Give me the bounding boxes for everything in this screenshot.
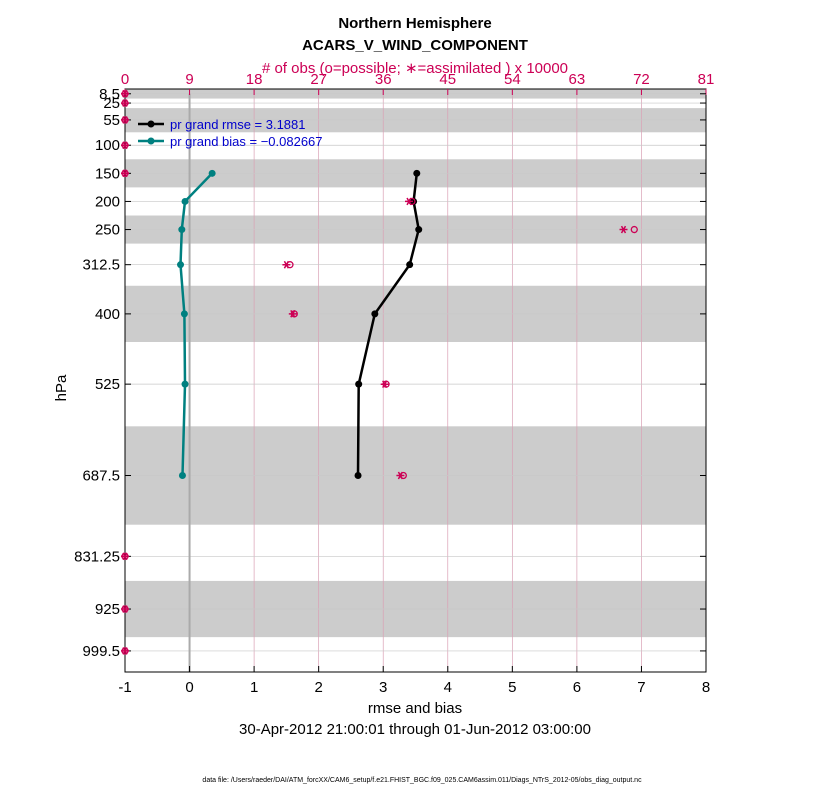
x-tick-label: 3 — [379, 679, 387, 696]
obs-assimilated-marker-0 — [121, 89, 129, 98]
series-1-point-1 — [181, 197, 189, 205]
series-1-point-4 — [180, 310, 188, 318]
date-range: 30-Apr-2012 21:00:01 through 01-Jun-2012… — [239, 721, 591, 738]
series-1-point-0 — [208, 169, 216, 177]
footnote: data file: /Users/raeder/DAI/ATM_forcXX/… — [202, 777, 642, 784]
x-tick-label: 1 — [250, 679, 258, 696]
x-tick-label: 5 — [508, 679, 516, 696]
series-1-point-3 — [177, 261, 185, 269]
top-tick-label: 72 — [633, 71, 650, 88]
series-0-point-0 — [413, 169, 421, 177]
obs-assimilated-marker-8 — [288, 310, 297, 318]
y-tick-label: 999.5 — [82, 643, 120, 660]
x-tick-label: 4 — [444, 679, 452, 696]
top-tick-label: 36 — [375, 71, 392, 88]
series-1-point-2 — [178, 226, 186, 234]
series-0-point-1 — [410, 197, 418, 205]
y-tick-label: 312.5 — [82, 257, 120, 274]
legend-marker-0 — [147, 120, 155, 128]
obs-assimilated-marker-9 — [380, 380, 389, 388]
chart-title: Northern Hemisphere — [338, 15, 491, 32]
obs-assimilated-marker-12 — [121, 605, 129, 613]
obs-assimilated-marker-5 — [405, 197, 413, 206]
obs-assimilated-marker-3 — [121, 141, 129, 150]
y-tick-label: 925 — [95, 601, 120, 618]
top-tick-label: 63 — [569, 71, 586, 88]
obs-assimilated-marker-10 — [396, 471, 405, 480]
obs-possible-marker-6 — [630, 225, 638, 234]
legend-marker-1 — [147, 137, 155, 145]
y-tick-label: 55 — [103, 112, 120, 129]
top-tick-label: 18 — [246, 71, 263, 88]
y-tick-label: 8.5 — [99, 86, 120, 103]
top-tick-label: 0 — [121, 71, 129, 88]
obs-assimilated-marker-11 — [121, 552, 129, 561]
x-tick-label: 7 — [637, 679, 645, 696]
series-0-point-4 — [371, 310, 379, 318]
plot-frame — [124, 88, 707, 673]
x-axis-label: rmse and bias — [368, 700, 462, 717]
y-axis-label: hPa — [53, 374, 70, 401]
series-0-point-6 — [354, 472, 362, 480]
top-tick-label: 45 — [439, 71, 456, 88]
y-tick-label: 100 — [95, 137, 120, 154]
y-tick-label: 25 — [103, 95, 120, 112]
y-tick-label: 250 — [95, 222, 120, 239]
y-tick-label: 200 — [95, 193, 120, 210]
series-0-point-5 — [355, 380, 363, 388]
chart-subtitle: ACARS_V_WIND_COMPONENT — [302, 37, 528, 54]
x-tick-label: -1 — [118, 679, 131, 696]
x-tick-label: 2 — [314, 679, 322, 696]
x-tick-label: 0 — [185, 679, 193, 696]
legend-entry-0: pr grand rmse = 3.1881 — [170, 117, 306, 132]
top-tick-label: 27 — [310, 71, 327, 88]
y-tick-label: 400 — [95, 306, 120, 323]
top-tick-label: 54 — [504, 71, 521, 88]
y-tick-label: 687.5 — [82, 468, 120, 485]
x-tick-label: 8 — [702, 679, 710, 696]
legend-entry-1: pr grand bias = −0.082667 — [170, 134, 323, 149]
obs-assimilated-marker-2 — [121, 116, 129, 124]
series-0-point-3 — [406, 261, 414, 269]
series-1-point-6 — [178, 472, 186, 480]
obs-assimilated-marker-13 — [121, 647, 129, 655]
y-tick-label: 150 — [95, 165, 120, 182]
obs-assimilated-marker-6 — [619, 225, 628, 234]
x-tick-label: 6 — [573, 679, 581, 696]
top-tick-label: 9 — [185, 71, 193, 88]
y-tick-label: 831.25 — [74, 548, 120, 565]
top-axis-label: # of obs (o=possible; ∗=assimilated ) x … — [262, 60, 568, 77]
series-0-point-2 — [415, 226, 423, 234]
obs-assimilated-marker-1 — [121, 99, 129, 107]
y-tick-label: 525 — [95, 376, 120, 393]
top-tick-label: 81 — [698, 71, 715, 88]
obs-assimilated-marker-7 — [282, 260, 291, 269]
obs-assimilated-marker-4 — [121, 169, 129, 178]
series-1-point-5 — [181, 380, 189, 388]
